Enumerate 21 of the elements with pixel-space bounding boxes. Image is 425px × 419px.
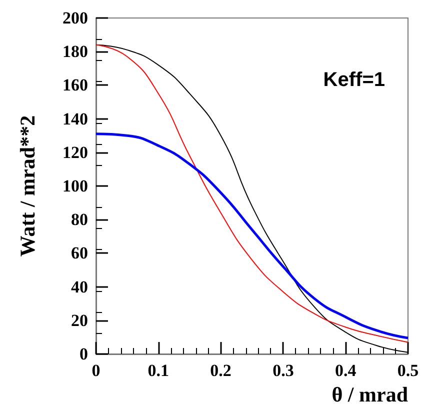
x-axis-title: θ / mrad (332, 382, 408, 406)
y-tick-label: 120 (62, 142, 88, 162)
annotation: Keff=1 (323, 69, 386, 91)
x-tick-label: 0.4 (334, 361, 357, 380)
y-tick-label: 80 (71, 210, 88, 230)
y-tick-label: 60 (71, 244, 88, 263)
y-axis-title: Watt / mrad**2 (16, 115, 40, 257)
x-tick-label: 0.3 (272, 361, 294, 380)
x-tick-label: 0.5 (397, 361, 419, 380)
y-tick-label: 140 (62, 109, 88, 128)
y-tick-label: 0 (80, 344, 88, 364)
line-series (94, 132, 410, 340)
y-tick-label: 160 (62, 76, 88, 95)
y-tick-label: 180 (62, 42, 88, 62)
y-tick-label: 100 (62, 176, 88, 196)
x-tick-label: 0.1 (148, 361, 170, 380)
x-tick-label: 0.2 (210, 361, 232, 380)
y-tick-label: 40 (71, 277, 88, 296)
y-tick-label: 20 (71, 310, 88, 330)
y-tick-label: 200 (62, 8, 88, 28)
x-tick-label: 0 (92, 361, 100, 380)
